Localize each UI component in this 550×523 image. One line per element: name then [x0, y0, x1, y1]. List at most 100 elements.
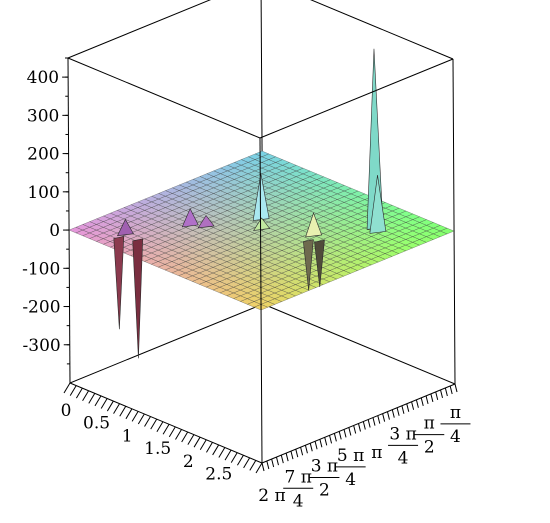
spike — [303, 239, 314, 291]
box-edge — [69, 303, 264, 384]
y-tick — [415, 399, 419, 408]
y-tick-numerator: π — [424, 414, 435, 434]
y-tick — [319, 439, 323, 448]
y-tick — [449, 385, 453, 395]
box-edge — [67, 57, 261, 139]
z-tick-label: -200 — [22, 298, 60, 318]
x-tick — [162, 424, 170, 435]
y-tick — [420, 397, 424, 406]
spike — [305, 212, 323, 238]
x-tick — [119, 405, 127, 417]
y-tick — [290, 451, 294, 460]
x-tick-label: 2.5 — [205, 465, 232, 485]
y-tick — [391, 409, 395, 418]
y-tick — [333, 433, 337, 442]
y-tick — [425, 395, 429, 404]
y-tick — [372, 417, 376, 426]
x-tick — [243, 457, 251, 469]
x-tick — [206, 442, 213, 453]
y-tick — [454, 383, 458, 393]
x-tick — [224, 449, 232, 461]
y-tick-numerator: 7 π — [285, 467, 312, 487]
spike — [116, 218, 134, 237]
x-tick — [131, 411, 139, 422]
x-tick — [168, 426, 176, 438]
z-tick-label: -100 — [22, 259, 60, 279]
x-tick-label: 2 — [183, 452, 194, 472]
x-tick — [236, 455, 244, 466]
x-tick — [113, 403, 120, 414]
bounding-box-back — [67, 0, 456, 385]
y-tick — [261, 462, 265, 472]
x-tick — [100, 398, 108, 409]
x-tick — [125, 408, 133, 420]
spike — [132, 238, 144, 359]
x-tick — [199, 439, 207, 451]
y-tick — [435, 391, 439, 401]
y-tick-denominator: 2 — [424, 438, 435, 458]
z-tick-label: 400 — [27, 68, 59, 88]
y-tick — [324, 437, 328, 446]
x-tick — [75, 387, 83, 399]
y-tick-denominator: 2 — [319, 481, 330, 501]
y-tick — [295, 449, 299, 458]
z-tick-label: -300 — [23, 336, 61, 356]
y-tick — [338, 431, 342, 440]
x-tick — [106, 400, 114, 412]
y-tick — [406, 403, 410, 412]
y-tick — [358, 423, 361, 432]
spike — [197, 214, 215, 229]
y-tick — [411, 401, 415, 410]
x-tick — [218, 447, 226, 458]
y-tick-denominator: 4 — [398, 448, 409, 468]
x-tick — [212, 444, 220, 456]
y-tick — [348, 427, 352, 436]
y-tick — [309, 443, 313, 452]
spike — [253, 217, 271, 231]
y-tick — [396, 407, 400, 416]
y-tick-numerator: 3 π — [311, 457, 338, 477]
x-tick — [187, 434, 195, 445]
z-tick-label: 100 — [27, 183, 59, 203]
y-tick — [367, 419, 371, 428]
y-tick — [314, 441, 318, 450]
y-tick — [430, 393, 434, 402]
x-tick — [175, 429, 182, 440]
y-tick-numerator: π — [450, 403, 461, 423]
x-tick — [150, 418, 158, 430]
box-edge — [310, 0, 454, 60]
z-tick-label: 200 — [27, 145, 59, 165]
y-tick — [266, 460, 270, 470]
y-tick — [285, 453, 289, 462]
y-tick — [382, 413, 386, 422]
box-edge — [262, 303, 456, 385]
box-edge — [69, 382, 263, 464]
spike — [181, 207, 199, 228]
y-tick — [275, 456, 279, 466]
box-edge — [452, 58, 456, 385]
y-tick — [353, 425, 357, 434]
axes: 400 300 200 100 0 -100 -200 -300 0 0.5 1 1.5 2 2.5 2 π… — [22, 57, 471, 511]
surface-mesh — [68, 150, 455, 311]
x-tick-label: 0.5 — [83, 414, 110, 434]
spike — [113, 236, 125, 330]
x-tick — [230, 452, 238, 463]
y-tick — [343, 429, 347, 438]
x-tick — [181, 431, 189, 443]
x-tick — [137, 413, 145, 425]
y-tick-denominator: 4 — [293, 491, 304, 511]
y-tick — [304, 445, 308, 454]
x-tick — [63, 382, 71, 394]
y-tick — [271, 458, 275, 468]
z-tick-label: 300 — [27, 106, 59, 126]
y-tick-denominator: 4 — [450, 427, 461, 447]
x-tick — [193, 436, 201, 448]
x-tick-label: 0 — [61, 401, 72, 421]
y-tick — [440, 389, 444, 399]
z-tick-label: 0 — [49, 221, 60, 241]
y-tick — [280, 454, 284, 464]
y-tick — [377, 415, 381, 424]
spike — [369, 174, 387, 234]
x-tick-label: 1.5 — [144, 439, 171, 459]
